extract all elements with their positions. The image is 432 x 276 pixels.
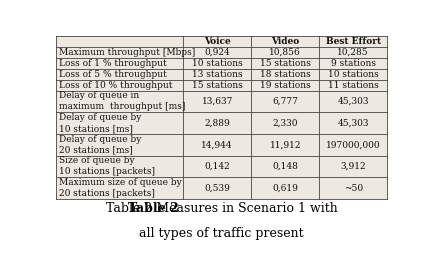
Text: 10 stations: 10 stations [328, 70, 378, 79]
Text: Voice: Voice [204, 37, 231, 46]
Text: Table 2: Table 2 [128, 202, 179, 215]
Text: Delay of queue in
maximum  throughput [ms]: Delay of queue in maximum throughput [ms… [59, 91, 185, 111]
Text: Maximum size of queue by
20 stations [packets]: Maximum size of queue by 20 stations [pa… [59, 178, 182, 198]
Text: 11 stations: 11 stations [328, 81, 378, 90]
Text: 197000,000: 197000,000 [326, 140, 381, 149]
Text: Delay of queue by
10 stations [ms]: Delay of queue by 10 stations [ms] [59, 113, 141, 133]
Text: 0,539: 0,539 [204, 184, 230, 193]
Text: 2,330: 2,330 [273, 118, 298, 128]
Text: 45,303: 45,303 [337, 118, 369, 128]
Text: 13,637: 13,637 [202, 97, 233, 106]
Text: 10,285: 10,285 [337, 48, 369, 57]
Text: 13 stations: 13 stations [192, 70, 243, 79]
Text: ~50: ~50 [343, 184, 363, 193]
Text: 19 stations: 19 stations [260, 81, 311, 90]
Text: Size of queue by
10 stations [packets]: Size of queue by 10 stations [packets] [59, 156, 155, 176]
Text: Best Effort: Best Effort [326, 37, 381, 46]
Text: 11,912: 11,912 [270, 140, 301, 149]
Text: 0,619: 0,619 [272, 184, 298, 193]
Text: 15 stations: 15 stations [192, 81, 243, 90]
Text: Maximum throughput [Mbps]: Maximum throughput [Mbps] [59, 48, 195, 57]
Text: 0,148: 0,148 [272, 162, 298, 171]
Text: 15 stations: 15 stations [260, 59, 311, 68]
Text: Table 2 Measures in Scenario 1 with: Table 2 Measures in Scenario 1 with [105, 202, 337, 215]
Text: 45,303: 45,303 [337, 97, 369, 106]
Text: 2,889: 2,889 [204, 118, 230, 128]
Bar [56, 36, 387, 199]
Text: 0,142: 0,142 [204, 162, 230, 171]
Text: Delay of queue by
20 stations [ms]: Delay of queue by 20 stations [ms] [59, 135, 141, 155]
Text: 10,856: 10,856 [269, 48, 301, 57]
Text: 10 stations: 10 stations [192, 59, 243, 68]
Text: Loss of 1 % throughput: Loss of 1 % throughput [59, 59, 167, 68]
Text: 9 stations: 9 stations [330, 59, 376, 68]
Text: 0,924: 0,924 [204, 48, 230, 57]
Text: Loss of 5 % throughput: Loss of 5 % throughput [59, 70, 167, 79]
Text: 6,777: 6,777 [272, 97, 298, 106]
Text: 3,912: 3,912 [340, 162, 366, 171]
Text: all types of traffic present: all types of traffic present [139, 227, 304, 240]
Text: Video: Video [271, 37, 299, 46]
Text: Loss of 10 % throughput: Loss of 10 % throughput [59, 81, 172, 90]
Text: 18 stations: 18 stations [260, 70, 311, 79]
Text: 14,944: 14,944 [201, 140, 233, 149]
